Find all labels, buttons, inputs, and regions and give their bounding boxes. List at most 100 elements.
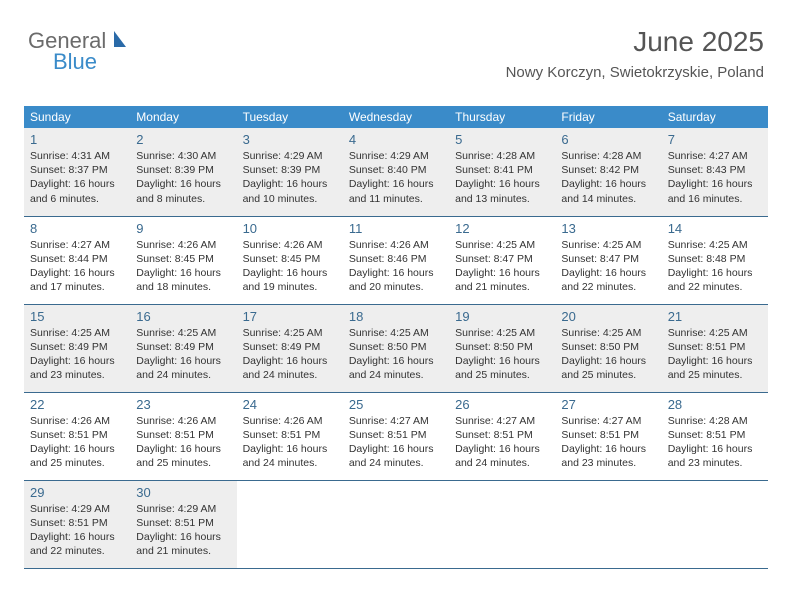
day-info: Sunrise: 4:25 AMSunset: 8:49 PMDaylight:…: [30, 326, 124, 383]
calendar-cell: 10 Sunrise: 4:26 AMSunset: 8:45 PMDayligh…: [237, 216, 343, 304]
day-info: Sunrise: 4:25 AMSunset: 8:49 PMDaylight:…: [243, 326, 337, 383]
calendar-cell: 5 Sunrise: 4:28 AMSunset: 8:41 PMDaylight…: [449, 128, 555, 216]
calendar-cell: 30 Sunrise: 4:29 AMSunset: 8:51 PMDayligh…: [130, 480, 236, 568]
calendar-cell: 21Sunrise: 4:25 AMSunset: 8:51 PMDayligh…: [662, 304, 768, 392]
day-info: Sunrise: 4:31 AMSunset: 8:37 PMDaylight:…: [30, 149, 124, 206]
day-number: 26: [455, 397, 549, 412]
calendar-cell: 18 Sunrise: 4:25 AMSunset: 8:50 PMDayligh…: [343, 304, 449, 392]
day-info: Sunrise: 4:27 AMSunset: 8:51 PMDaylight:…: [561, 414, 655, 471]
page-title: June 2025: [506, 26, 764, 58]
day-number: 28: [668, 397, 762, 412]
weekday-header: Thursday: [449, 106, 555, 128]
logo: General Blue: [28, 28, 127, 54]
day-number: 5: [455, 132, 549, 147]
calendar-cell: 23 Sunrise: 4:26 AMSunset: 8:51 PMDayligh…: [130, 392, 236, 480]
day-info: Sunrise: 4:29 AMSunset: 8:40 PMDaylight:…: [349, 149, 443, 206]
calendar-row: 22 Sunrise: 4:26 AMSunset: 8:51 PMDayligh…: [24, 392, 768, 480]
day-info: Sunrise: 4:26 AMSunset: 8:46 PMDaylight:…: [349, 238, 443, 295]
day-number: 13: [561, 221, 655, 236]
day-number: 27: [561, 397, 655, 412]
day-number: 9: [136, 221, 230, 236]
calendar-cell: 16Sunrise: 4:25 AMSunset: 8:49 PMDayligh…: [130, 304, 236, 392]
calendar-cell-empty: [237, 480, 343, 568]
day-info: Sunrise: 4:26 AMSunset: 8:45 PMDaylight:…: [243, 238, 337, 295]
calendar-cell-empty: [662, 480, 768, 568]
day-info: Sunrise: 4:25 AMSunset: 8:47 PMDaylight:…: [455, 238, 549, 295]
calendar-cell: 12Sunrise: 4:25 AMSunset: 8:47 PMDayligh…: [449, 216, 555, 304]
day-number: 15: [30, 309, 124, 324]
day-number: 10: [243, 221, 337, 236]
calendar-cell: 22Sunrise: 4:26 AMSunset: 8:51 PMDayligh…: [24, 392, 130, 480]
logo-sail-icon: [113, 35, 127, 52]
calendar-cell: 27 Sunrise: 4:27 AMSunset: 8:51 PMDayligh…: [555, 392, 661, 480]
weekday-header-row: SundayMondayTuesdayWednesdayThursdayFrid…: [24, 106, 768, 128]
day-info: Sunrise: 4:27 AMSunset: 8:51 PMDaylight:…: [349, 414, 443, 471]
day-info: Sunrise: 4:25 AMSunset: 8:50 PMDaylight:…: [455, 326, 549, 383]
day-number: 24: [243, 397, 337, 412]
calendar-cell: 1Sunrise: 4:31 AMSunset: 8:37 PMDaylight…: [24, 128, 130, 216]
day-number: 14: [668, 221, 762, 236]
calendar-cell: 20Sunrise: 4:25 AMSunset: 8:50 PMDayligh…: [555, 304, 661, 392]
calendar-cell: 3Sunrise: 4:29 AMSunset: 8:39 PMDaylight…: [237, 128, 343, 216]
logo-text-blue: Blue: [53, 49, 97, 75]
day-info: Sunrise: 4:27 AMSunset: 8:43 PMDaylight:…: [668, 149, 762, 206]
calendar-cell-empty: [555, 480, 661, 568]
day-number: 17: [243, 309, 337, 324]
day-number: 2: [136, 132, 230, 147]
calendar-row: 15 Sunrise: 4:25 AMSunset: 8:49 PMDayligh…: [24, 304, 768, 392]
calendar-row: 29Sunrise: 4:29 AMSunset: 8:51 PMDayligh…: [24, 480, 768, 568]
day-info: Sunrise: 4:28 AMSunset: 8:42 PMDaylight:…: [561, 149, 655, 206]
calendar-cell: 4 Sunrise: 4:29 AMSunset: 8:40 PMDaylight…: [343, 128, 449, 216]
weekday-header: Wednesday: [343, 106, 449, 128]
location-text: Nowy Korczyn, Swietokrzyskie, Poland: [506, 64, 764, 81]
calendar-cell: 11 Sunrise: 4:26 AMSunset: 8:46 PMDayligh…: [343, 216, 449, 304]
day-info: Sunrise: 4:29 AMSunset: 8:51 PMDaylight:…: [30, 502, 124, 559]
day-number: 23: [136, 397, 230, 412]
day-number: 20: [561, 309, 655, 324]
calendar-cell: 17 Sunrise: 4:25 AMSunset: 8:49 PMDayligh…: [237, 304, 343, 392]
calendar-cell: 25 Sunrise: 4:27 AMSunset: 8:51 PMDayligh…: [343, 392, 449, 480]
day-info: Sunrise: 4:27 AMSunset: 8:51 PMDaylight:…: [455, 414, 549, 471]
calendar-row: 1Sunrise: 4:31 AMSunset: 8:37 PMDaylight…: [24, 128, 768, 216]
calendar-cell-empty: [449, 480, 555, 568]
day-info: Sunrise: 4:28 AMSunset: 8:51 PMDaylight:…: [668, 414, 762, 471]
day-number: 18: [349, 309, 443, 324]
day-info: Sunrise: 4:29 AMSunset: 8:39 PMDaylight:…: [243, 149, 337, 206]
calendar-cell: 9 Sunrise: 4:26 AMSunset: 8:45 PMDaylight…: [130, 216, 236, 304]
day-number: 22: [30, 397, 124, 412]
weekday-header: Friday: [555, 106, 661, 128]
calendar-cell: 19 Sunrise: 4:25 AMSunset: 8:50 PMDayligh…: [449, 304, 555, 392]
calendar-cell: 13Sunrise: 4:25 AMSunset: 8:47 PMDayligh…: [555, 216, 661, 304]
calendar-cell: 14 Sunrise: 4:25 AMSunset: 8:48 PMDayligh…: [662, 216, 768, 304]
day-info: Sunrise: 4:29 AMSunset: 8:51 PMDaylight:…: [136, 502, 230, 559]
calendar-cell: 26 Sunrise: 4:27 AMSunset: 8:51 PMDayligh…: [449, 392, 555, 480]
calendar-cell: 28 Sunrise: 4:28 AMSunset: 8:51 PMDayligh…: [662, 392, 768, 480]
day-number: 19: [455, 309, 549, 324]
day-info: Sunrise: 4:28 AMSunset: 8:41 PMDaylight:…: [455, 149, 549, 206]
calendar-cell: 29Sunrise: 4:29 AMSunset: 8:51 PMDayligh…: [24, 480, 130, 568]
day-number: 25: [349, 397, 443, 412]
day-info: Sunrise: 4:26 AMSunset: 8:45 PMDaylight:…: [136, 238, 230, 295]
calendar-cell: 15 Sunrise: 4:25 AMSunset: 8:49 PMDayligh…: [24, 304, 130, 392]
day-number: 6: [561, 132, 655, 147]
day-number: 30: [136, 485, 230, 500]
day-info: Sunrise: 4:25 AMSunset: 8:50 PMDaylight:…: [349, 326, 443, 383]
calendar-row: 8 Sunrise: 4:27 AMSunset: 8:44 PMDaylight…: [24, 216, 768, 304]
day-info: Sunrise: 4:25 AMSunset: 8:48 PMDaylight:…: [668, 238, 762, 295]
day-number: 7: [668, 132, 762, 147]
day-number: 8: [30, 221, 124, 236]
calendar-cell: 8 Sunrise: 4:27 AMSunset: 8:44 PMDaylight…: [24, 216, 130, 304]
weekday-header: Tuesday: [237, 106, 343, 128]
day-info: Sunrise: 4:27 AMSunset: 8:44 PMDaylight:…: [30, 238, 124, 295]
calendar-cell: 2Sunrise: 4:30 AMSunset: 8:39 PMDaylight…: [130, 128, 236, 216]
day-info: Sunrise: 4:26 AMSunset: 8:51 PMDaylight:…: [136, 414, 230, 471]
day-number: 16: [136, 309, 230, 324]
calendar-cell: 24Sunrise: 4:26 AMSunset: 8:51 PMDayligh…: [237, 392, 343, 480]
header: June 2025 Nowy Korczyn, Swietokrzyskie, …: [506, 26, 764, 81]
day-number: 11: [349, 221, 443, 236]
calendar-cell: 6 Sunrise: 4:28 AMSunset: 8:42 PMDaylight…: [555, 128, 661, 216]
day-number: 21: [668, 309, 762, 324]
weekday-header: Monday: [130, 106, 236, 128]
day-number: 4: [349, 132, 443, 147]
calendar-body: 1Sunrise: 4:31 AMSunset: 8:37 PMDaylight…: [24, 128, 768, 568]
